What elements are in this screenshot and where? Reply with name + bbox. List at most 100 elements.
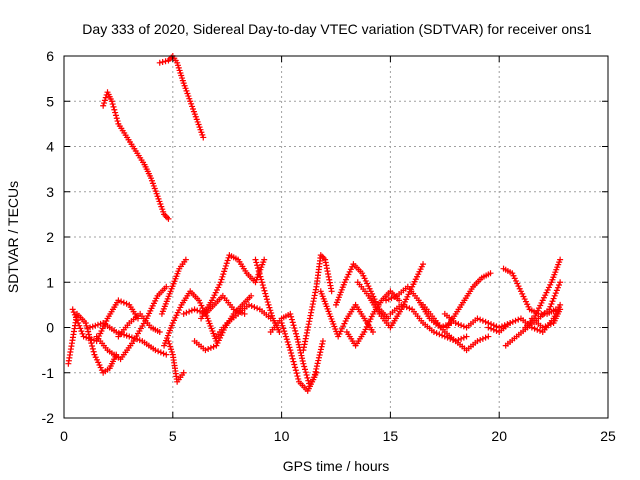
data-marker bbox=[79, 330, 86, 337]
data-marker bbox=[385, 296, 392, 303]
x-tick-label: 15 bbox=[383, 428, 399, 444]
data-marker bbox=[136, 337, 143, 344]
data-marker bbox=[290, 322, 297, 329]
data-point bbox=[369, 329, 376, 336]
data-marker bbox=[542, 323, 549, 330]
data-point bbox=[259, 279, 266, 286]
data-marker bbox=[89, 343, 96, 350]
data-point bbox=[248, 292, 255, 299]
data-marker bbox=[488, 325, 495, 332]
data-marker bbox=[134, 336, 141, 343]
series-arc-2 bbox=[69, 297, 141, 345]
data-marker bbox=[123, 300, 130, 307]
data-point bbox=[261, 256, 268, 263]
data-marker bbox=[188, 307, 195, 314]
data-point bbox=[108, 98, 115, 105]
data-marker bbox=[316, 351, 323, 358]
data-point bbox=[311, 374, 318, 381]
data-point bbox=[420, 261, 427, 268]
data-marker bbox=[83, 334, 90, 341]
data-marker bbox=[545, 322, 552, 329]
data-marker bbox=[218, 276, 225, 283]
data-marker bbox=[294, 336, 301, 343]
data-marker bbox=[222, 262, 229, 269]
data-point bbox=[245, 301, 252, 308]
data-marker bbox=[313, 363, 320, 370]
data-marker bbox=[90, 348, 97, 355]
data-marker bbox=[547, 321, 554, 328]
data-marker bbox=[205, 345, 212, 352]
data-marker bbox=[313, 365, 320, 372]
data-point bbox=[539, 324, 546, 331]
data-marker bbox=[91, 337, 98, 344]
data-marker bbox=[224, 257, 231, 264]
data-marker bbox=[314, 360, 321, 367]
data-marker bbox=[85, 328, 92, 335]
data-marker bbox=[289, 355, 296, 362]
series-arc-25 bbox=[443, 270, 494, 331]
data-marker bbox=[155, 348, 162, 355]
y-tick-label: 6 bbox=[46, 48, 54, 64]
data-marker bbox=[110, 103, 117, 110]
data-point bbox=[430, 329, 437, 336]
data-marker bbox=[547, 303, 554, 310]
data-marker bbox=[283, 336, 290, 343]
data-point bbox=[319, 338, 326, 345]
data-marker bbox=[479, 317, 486, 324]
data-point bbox=[126, 333, 133, 340]
data-point bbox=[287, 347, 294, 354]
series-arc-20 bbox=[354, 261, 427, 331]
data-marker bbox=[556, 281, 563, 288]
data-marker bbox=[493, 327, 500, 334]
data-marker bbox=[317, 349, 324, 356]
data-marker bbox=[551, 292, 558, 299]
data-marker bbox=[220, 271, 227, 278]
data-marker bbox=[311, 371, 318, 378]
data-marker bbox=[101, 100, 108, 107]
data-point bbox=[300, 360, 307, 367]
x-tick-label: 10 bbox=[274, 428, 290, 444]
series-arc-29 bbox=[522, 256, 564, 331]
data-marker bbox=[301, 363, 308, 370]
data-marker bbox=[263, 296, 270, 303]
y-tick-label: 0 bbox=[46, 320, 54, 336]
data-marker bbox=[291, 361, 298, 368]
data-marker bbox=[101, 97, 108, 104]
data-marker bbox=[269, 312, 276, 319]
series-arc-30 bbox=[528, 306, 564, 331]
y-tick-label: 4 bbox=[46, 139, 54, 155]
data-marker bbox=[455, 321, 462, 328]
data-marker bbox=[160, 350, 167, 357]
data-point bbox=[265, 301, 272, 308]
data-marker bbox=[256, 270, 263, 277]
data-marker bbox=[436, 331, 443, 338]
data-marker bbox=[406, 305, 413, 312]
series-arc-high-a bbox=[100, 89, 172, 222]
data-marker bbox=[102, 94, 109, 101]
data-point bbox=[278, 319, 285, 326]
series-arc-6 bbox=[165, 338, 187, 385]
chart-title: Day 333 of 2020, Sidereal Day-to-day VTE… bbox=[82, 21, 592, 37]
ticks-layer: 0 5 10 15 20 25 -2 -1 0 1 2 3 4 5 6 bbox=[42, 48, 616, 444]
data-marker bbox=[515, 316, 522, 323]
data-marker bbox=[128, 334, 135, 341]
data-point bbox=[463, 333, 470, 340]
y-tick-label: 1 bbox=[46, 274, 54, 290]
data-marker bbox=[183, 309, 190, 316]
data-marker bbox=[280, 325, 287, 332]
data-point bbox=[252, 256, 259, 263]
data-marker bbox=[315, 357, 322, 364]
data-point bbox=[113, 329, 120, 336]
y-axis-title: SDTVAR / TECUs bbox=[5, 181, 21, 293]
data-marker bbox=[477, 316, 484, 323]
data-point bbox=[202, 347, 209, 354]
data-marker bbox=[288, 313, 295, 320]
data-marker bbox=[123, 332, 130, 339]
series-arc-13 bbox=[252, 256, 283, 336]
data-marker bbox=[477, 336, 484, 343]
data-marker bbox=[111, 106, 118, 113]
data-marker bbox=[302, 369, 309, 376]
data-point bbox=[156, 329, 163, 336]
data-marker bbox=[401, 303, 407, 310]
data-point bbox=[328, 288, 335, 295]
